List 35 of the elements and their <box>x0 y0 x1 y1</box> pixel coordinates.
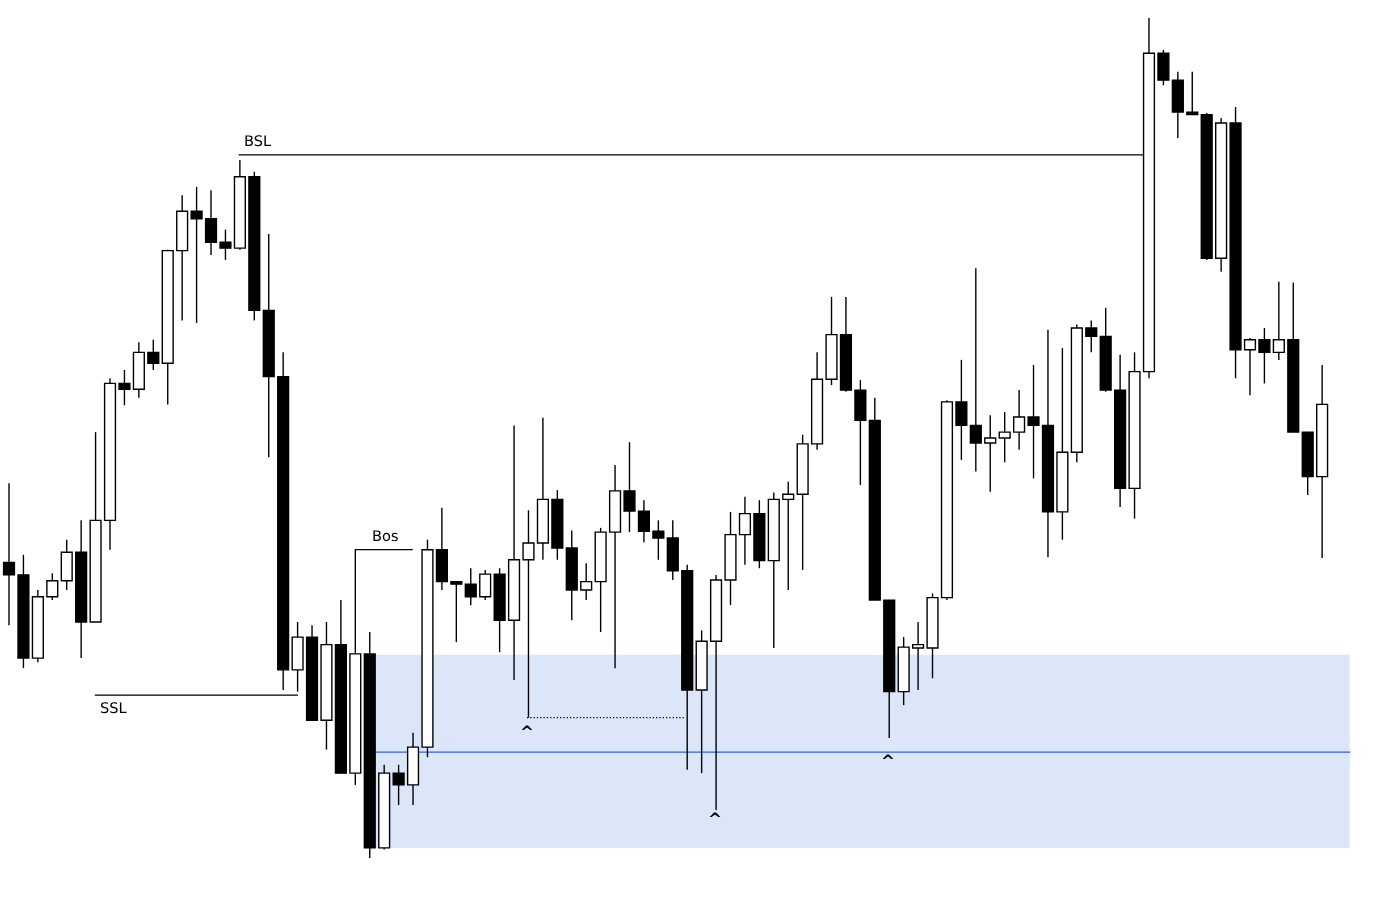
candlestick <box>738 496 752 566</box>
candlestick <box>464 567 477 606</box>
candlestick <box>479 569 492 601</box>
candlestick <box>1186 71 1199 116</box>
annotation: ^ <box>521 725 533 730</box>
candlestick <box>392 764 405 806</box>
candlestick <box>782 480 795 591</box>
annotation: ^ <box>709 812 721 817</box>
candlestick <box>998 411 1011 464</box>
candlestick <box>450 580 463 643</box>
candlestick <box>984 414 997 493</box>
candlestick <box>190 186 203 324</box>
candlestick <box>1085 319 1098 354</box>
annotation: ^ <box>882 754 894 759</box>
candlestick <box>1258 327 1271 385</box>
ref-line-label: BSL <box>245 135 272 147</box>
candlestick <box>219 228 232 261</box>
candlestick <box>147 339 160 371</box>
ref-line-label: SSL <box>100 702 127 714</box>
candlestick <box>623 441 636 533</box>
candlestick <box>1272 281 1285 361</box>
candlestick <box>1012 389 1026 451</box>
candlestick <box>580 562 593 601</box>
candlestick <box>46 572 59 601</box>
candlestick <box>204 189 218 256</box>
candlestick <box>955 359 968 461</box>
candlestick <box>969 267 982 473</box>
ref-line-label: Bos <box>373 530 398 542</box>
candlestick <box>118 369 131 406</box>
candlestick <box>2 482 16 627</box>
candlestick <box>652 519 665 561</box>
candlestick <box>911 621 925 691</box>
candlestick <box>1027 364 1040 480</box>
candlestick <box>637 499 651 543</box>
candlestick <box>1243 337 1257 396</box>
